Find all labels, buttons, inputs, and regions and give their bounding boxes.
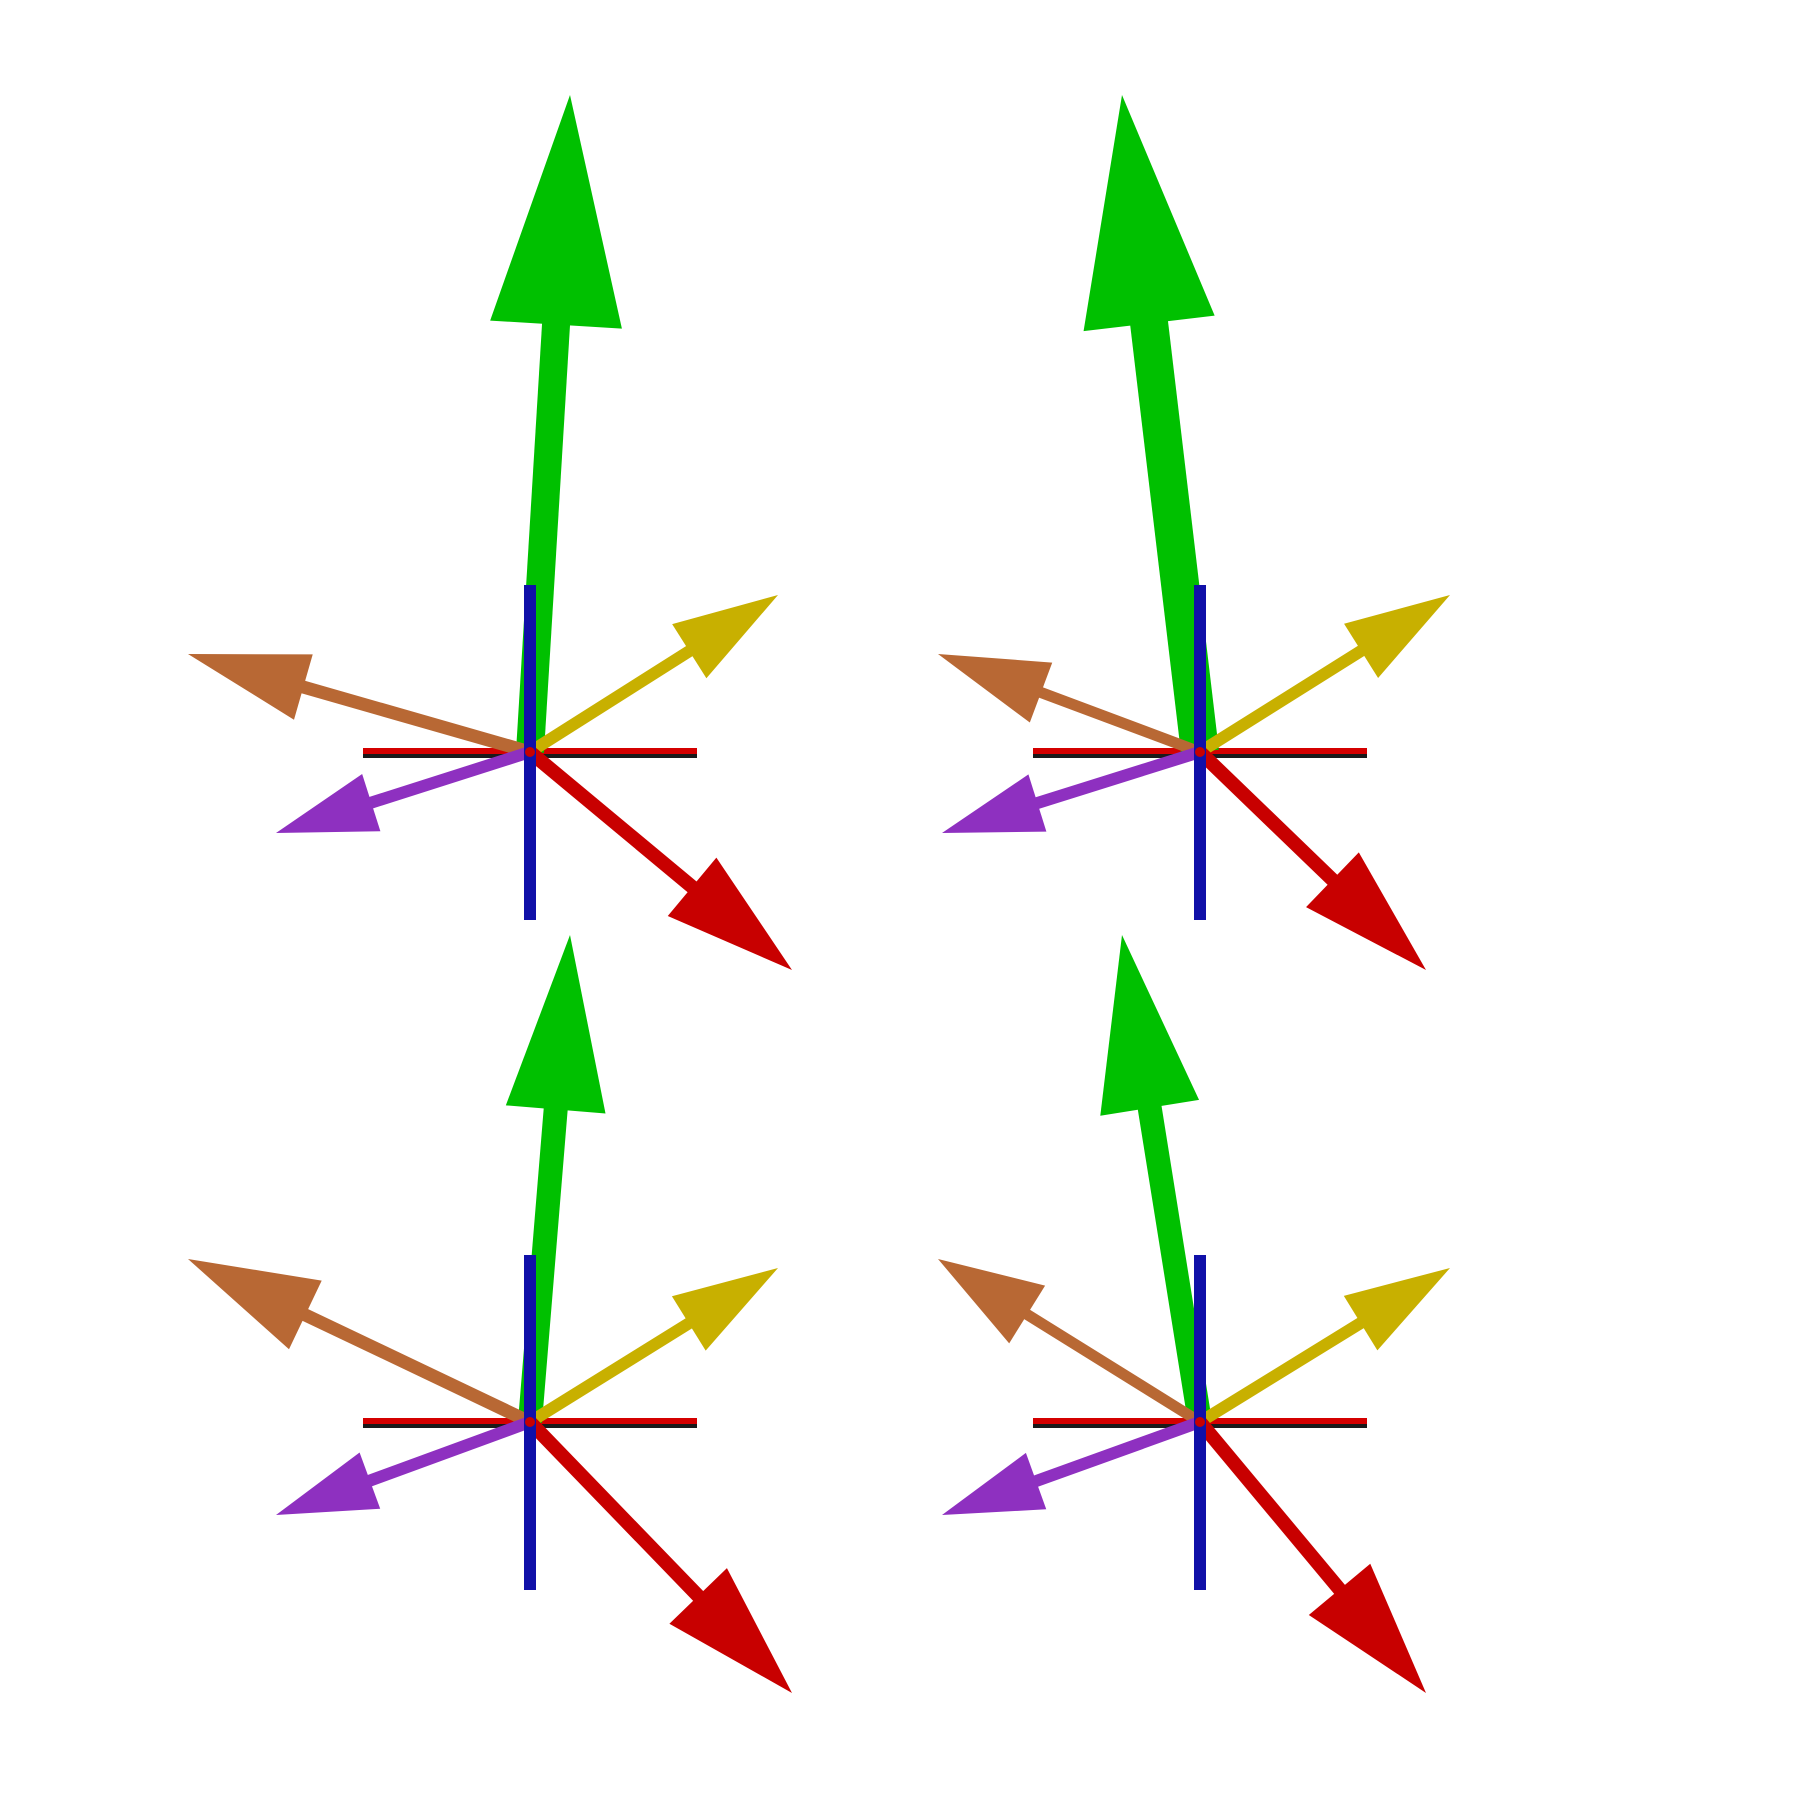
arrow-red (1194, 1417, 1426, 1693)
arrow-orange-shaft (299, 680, 532, 759)
arrow-red-shaft (525, 746, 699, 894)
arrow-purple-shaft (1033, 746, 1202, 810)
arrow-yellow (526, 595, 778, 758)
arrow-red-head (669, 1568, 792, 1693)
arrow-orange (188, 1259, 533, 1428)
arrow-red (525, 746, 792, 970)
origin-point (525, 747, 535, 757)
arrow-green-shaft (1130, 319, 1219, 755)
arrow-orange (938, 654, 1202, 758)
arrow-yellow-head (1344, 595, 1450, 678)
arrow-purple (942, 1416, 1203, 1515)
origin-point (1195, 747, 1205, 757)
arrow-green (1083, 95, 1219, 755)
arrow-orange-shaft (300, 1308, 533, 1428)
arrow-orange-head (188, 1259, 322, 1350)
arrow-purple-head (942, 1452, 1047, 1515)
origin-point (1195, 1417, 1205, 1427)
arrow-orange-head (938, 654, 1053, 723)
arrow-green-head (505, 935, 606, 1114)
arrow-yellow-head (671, 1268, 778, 1351)
arrow-purple-shaft (1032, 1416, 1203, 1488)
arrow-red (524, 1417, 792, 1693)
arrow-yellow (526, 1268, 778, 1428)
arrow-red-head (1306, 852, 1426, 970)
panel-top-left (188, 95, 792, 970)
arrow-orange-head (938, 1259, 1046, 1344)
arrow-green (490, 95, 622, 753)
arrow-yellow-shaft (1196, 1316, 1366, 1428)
panel-bottom-right (938, 935, 1450, 1693)
arrow-orange (938, 1259, 1203, 1427)
arrow-orange (188, 654, 532, 759)
arrow-red (1195, 746, 1426, 970)
arrow-yellow-head (672, 595, 778, 679)
arrow-purple-head (276, 774, 381, 833)
arrow-purple (276, 1416, 533, 1515)
arrow-yellow-shaft (1196, 644, 1366, 758)
arrow-purple-head (276, 1452, 381, 1515)
panel-top-right (938, 95, 1450, 970)
arrow-red-shaft (524, 1417, 705, 1603)
arrow-green-head (490, 95, 622, 329)
arrow-purple-shaft (365, 1416, 533, 1487)
arrow-yellow-head (1343, 1268, 1450, 1351)
arrow-purple-shaft (367, 746, 532, 809)
origin-point (525, 1417, 535, 1427)
arrow-yellow-shaft (526, 645, 695, 758)
arrow-green-head (1100, 935, 1200, 1116)
arrow-yellow (1196, 595, 1450, 758)
arrow-red-shaft (1194, 1417, 1347, 1596)
arrow-purple (276, 746, 532, 833)
arrow-red-head (667, 857, 792, 970)
arrow-purple-head (942, 774, 1047, 833)
arrow-orange-head (188, 654, 313, 720)
arrow-yellow-shaft (526, 1317, 694, 1428)
panel-bottom-left (188, 935, 792, 1693)
arrow-red-shaft (1195, 746, 1339, 887)
arrow-green-head (1083, 95, 1215, 332)
arrow-green-shaft (1137, 1103, 1212, 1424)
arrow-green (505, 935, 606, 1423)
arrow-purple (942, 746, 1202, 833)
arrow-green (1100, 935, 1212, 1424)
arrow-yellow (1196, 1268, 1450, 1428)
arrow-red-head (1308, 1563, 1426, 1693)
arrow-orange-shaft (1037, 686, 1202, 758)
arrow-orange-shaft (1022, 1308, 1203, 1427)
